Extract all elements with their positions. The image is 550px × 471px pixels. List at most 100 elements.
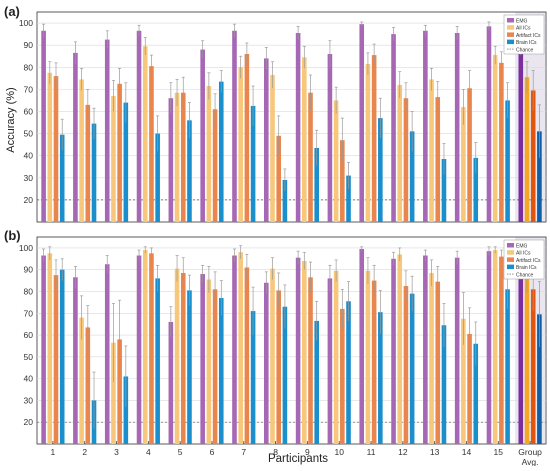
bar [365,270,371,444]
y-tick-label: 30 [24,395,34,405]
y-tick-label: 60 [24,330,34,340]
bar [149,66,154,222]
bar [409,293,415,444]
bar [111,342,116,444]
x-tick-label: 6 [210,447,215,457]
bar [365,63,371,222]
bar [180,272,186,444]
bar [174,268,180,444]
bar [327,54,333,222]
bar [409,131,415,222]
bar [142,250,148,444]
x-tick-label: Avg. [522,457,539,466]
bar [244,267,250,444]
bar [53,275,59,444]
bar [117,339,122,444]
bar [302,260,307,444]
bar [524,77,530,222]
bar [79,79,84,222]
y-tick-label: 60 [24,106,34,116]
bar [263,282,269,444]
panel-label-b: (b) [4,228,21,243]
bar [397,84,403,223]
bar [59,269,65,444]
bar [473,343,479,444]
bar [537,314,542,444]
y-tick-label: 80 [24,286,34,296]
bar [308,277,313,444]
bar [53,76,59,223]
bar [359,248,365,444]
bar [104,264,110,444]
bar [79,317,84,444]
bar [505,289,510,444]
bar [200,49,205,222]
bar [308,92,313,223]
bar [206,279,212,444]
legend-label: EMG [516,244,528,250]
bar [486,251,492,444]
x-tick-label: 8 [273,447,278,457]
bar [155,278,160,444]
y-tick-label: 90 [24,40,34,50]
y-tick-label: 70 [24,308,34,318]
bar [276,135,281,222]
bar [403,286,409,444]
x-tick-label: 5 [178,447,183,457]
bar [155,133,160,222]
legend-label: Artifact ICs [516,33,541,39]
bar [174,92,180,223]
x-tick-label: 4 [146,447,151,457]
x-tick-label: 10 [334,447,344,457]
x-tick-label: 7 [241,447,246,457]
bar [295,257,301,444]
bar [314,320,320,444]
bar [104,39,110,223]
bar [518,266,524,444]
x-tick-label: 15 [494,447,504,457]
legend-swatch [507,32,514,37]
bar [276,290,281,444]
bar [486,26,492,222]
bar [117,83,122,222]
bar [187,120,192,222]
bar [429,272,434,444]
bar [346,175,351,222]
x-tick-label: 11 [367,447,376,457]
x-tick-label: 1 [51,447,56,457]
bar [473,157,479,222]
bar [232,30,237,222]
legend-swatch [507,25,514,30]
y-tick-label: 100 [19,18,33,28]
bar [423,255,428,444]
y-tick-label: 50 [24,352,34,362]
bar [499,62,504,223]
legend-label: EMG [516,19,528,25]
y-tick-label: 30 [24,173,34,183]
bar [200,274,205,444]
y-tick-label: 20 [24,417,34,427]
legend-label: All ICs [516,26,531,32]
legend-swatch [507,250,514,255]
bar [524,275,530,444]
bar [359,24,365,222]
bar [270,268,275,444]
bar [333,100,339,222]
bar [429,79,434,222]
bar [73,277,78,444]
bar [136,255,142,444]
bar [270,75,275,222]
bar [391,34,396,223]
y-tick-label: 80 [24,62,34,72]
x-tick-label: 2 [82,447,87,457]
legend-swatch [507,264,514,270]
legend-label: Chance [516,272,533,278]
bar [467,333,472,444]
bar [238,67,243,223]
bar [123,376,129,444]
legend-label: All ICs [516,251,531,257]
